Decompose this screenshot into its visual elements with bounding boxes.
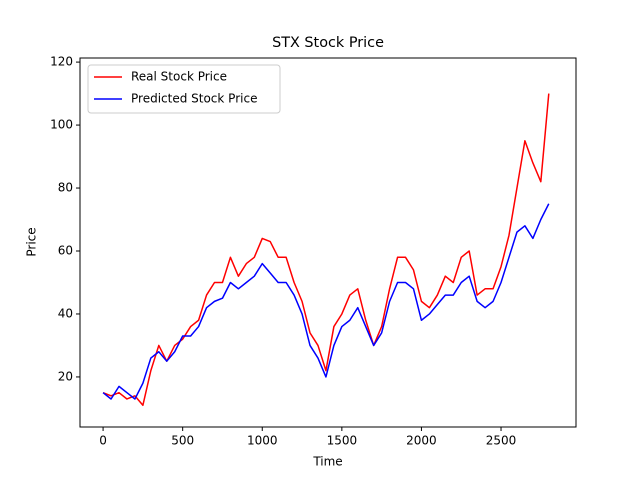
axes-frame	[79, 57, 577, 428]
y-tick-label: 120	[50, 55, 73, 69]
chart-title: STX Stock Price	[272, 35, 384, 51]
x-tick-label: 2500	[486, 434, 517, 448]
y-tick-label: 20	[58, 369, 73, 383]
x-tick-label: 500	[171, 434, 194, 448]
x-tick-label: 1500	[327, 434, 358, 448]
legend-label: Predicted Stock Price	[131, 92, 257, 106]
y-tick-label: 60	[58, 244, 73, 258]
legend-box	[87, 64, 281, 114]
x-tick-label: 2000	[406, 434, 437, 448]
y-tick-label: 40	[58, 306, 73, 320]
x-tick-label: 1000	[247, 434, 278, 448]
series-line	[102, 93, 550, 407]
y-axis-label: Price	[25, 227, 39, 256]
x-axis-label: Time	[312, 455, 342, 469]
x-tick-label: 0	[99, 434, 107, 448]
y-tick-label: 80	[58, 181, 73, 195]
series-line	[102, 203, 550, 400]
legend-label: Real Stock Price	[131, 70, 227, 84]
y-tick-label: 100	[50, 118, 73, 132]
